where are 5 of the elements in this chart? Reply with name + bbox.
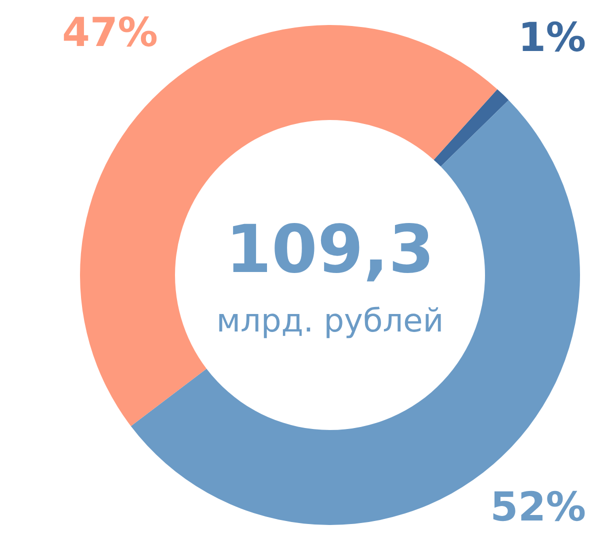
data-label: 47% <box>62 10 158 56</box>
text: млрд. рублей <box>216 301 444 340</box>
data-label: 1% <box>518 14 586 61</box>
data-label: 52% <box>490 484 586 530</box>
text: 109,3 <box>226 211 434 288</box>
